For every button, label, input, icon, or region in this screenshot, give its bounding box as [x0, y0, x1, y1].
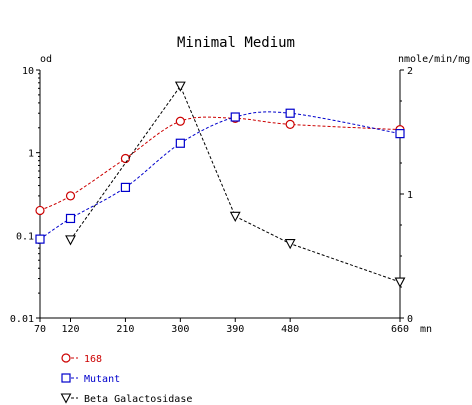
x-tick-label: 660 [391, 324, 409, 335]
series-line [39, 116, 401, 211]
square-marker [395, 129, 405, 139]
circle-marker [65, 191, 76, 201]
series-triangle-down [65, 81, 406, 288]
legend: 168 Mutant Beta Galactosidase [60, 353, 192, 405]
triangle-down-marker [60, 393, 72, 404]
legend-label: 168 [84, 354, 102, 365]
square-marker [230, 112, 240, 122]
series-line [39, 111, 401, 240]
triangle-down-marker [394, 277, 406, 288]
square-marker [61, 373, 71, 383]
series-layer [35, 81, 406, 288]
legend-label: Beta Galactosidase [84, 394, 192, 405]
left-axis-unit: od [40, 54, 52, 65]
right-y-tick-label: 0 [407, 314, 413, 325]
triangle-down-marker [284, 239, 296, 250]
square-marker [120, 182, 131, 193]
x-axis-label: mn [420, 324, 432, 335]
x-tick-label: 210 [116, 324, 134, 335]
right-y-tick-label: 1 [407, 190, 413, 201]
axes: 70 120 210 300 390 480 660 mn 0.01 0.1 1 10 0 1 2 [10, 66, 432, 335]
circle-marker [35, 205, 45, 216]
x-tick-label: 120 [61, 324, 79, 335]
right-axis-unit: nmole/min/mg [398, 54, 470, 65]
triangle-down-marker [229, 211, 241, 222]
left-y-tick-label: 0.1 [16, 231, 34, 242]
circle-marker [61, 353, 71, 363]
square-marker [65, 213, 76, 224]
circle-marker [120, 153, 131, 164]
chart-title: Minimal Medium [177, 35, 295, 51]
square-marker [175, 138, 185, 148]
circle-marker [175, 116, 185, 126]
circle-marker [285, 119, 295, 129]
series-circle [35, 113, 405, 216]
x-tick-label: 480 [281, 324, 299, 335]
square-marker [35, 234, 45, 244]
triangle-down-marker [174, 81, 186, 92]
legend-label: Mutant [84, 374, 120, 385]
left-y-tick-label: 0.01 [10, 314, 34, 325]
x-tick-label: 390 [226, 324, 244, 335]
left-y-tick-label: 10 [22, 66, 34, 77]
series-square [35, 108, 405, 244]
x-tick-label: 300 [171, 324, 189, 335]
triangle-down-marker [65, 235, 76, 246]
left-y-tick-label: 1 [28, 149, 34, 160]
square-marker [285, 108, 295, 118]
x-tick-label: 70 [34, 324, 46, 335]
right-y-tick-label: 2 [407, 66, 413, 77]
